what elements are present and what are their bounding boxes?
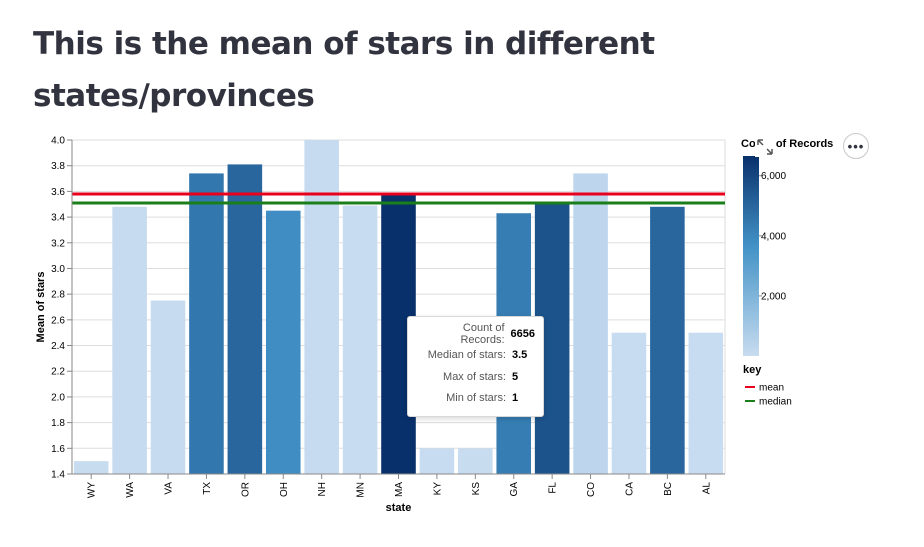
tooltip-key: Count of Records: — [460, 321, 505, 346]
color-legend-label: 6,000 — [761, 171, 786, 182]
color-legend-label: 2,000 — [761, 291, 786, 302]
x-tick-label: VA — [164, 482, 175, 495]
color-legend-label: 4,000 — [761, 231, 786, 242]
tooltip-value: 1 — [512, 392, 519, 405]
x-axis: WY WA VA TX OR OH NH MN MA KY KS GA FL CO CA BC AL — [72, 473, 725, 498]
bar-va — [150, 300, 186, 474]
bar-oh — [265, 210, 301, 474]
y-tick-label: 3.8 — [51, 161, 65, 172]
key-label-mean: mean — [759, 383, 784, 394]
y-tick-label: 2.2 — [51, 367, 65, 378]
bar-ky — [419, 448, 455, 474]
legend: Count of Records2,0004,0006,000keymeanme… — [741, 138, 833, 408]
y-tick-label: 3.2 — [51, 238, 65, 249]
y-tick-label: 1.6 — [51, 444, 65, 455]
x-tick-label: BC — [663, 482, 674, 496]
y-tick-label: 3.6 — [51, 187, 65, 198]
tooltip-key: Max of stars: — [443, 370, 506, 383]
color-legend-gradient — [743, 156, 759, 356]
y-tick-label: 2.4 — [51, 341, 65, 352]
x-tick-label: OR — [240, 482, 251, 497]
bar-or — [227, 164, 263, 474]
y-axis: 1.4 1.6 1.8 2.0 2.2 2.4 2.6 2.8 3.0 3.2 3.4 3.6 3.8 4… — [51, 136, 73, 481]
y-tick-label: 3.4 — [51, 213, 65, 224]
tooltip-key: Median of stars: — [427, 349, 506, 362]
y-tick-label: 2.0 — [51, 392, 65, 403]
tooltip-key: Min of stars: — [446, 392, 506, 405]
bar-tx — [189, 173, 224, 474]
bar-ks — [458, 448, 493, 474]
x-tick-label: CO — [586, 482, 597, 497]
tooltip-row-max: Max of stars: 5 — [416, 366, 535, 388]
x-tick-label: KY — [432, 482, 443, 496]
bar-bc — [650, 206, 685, 475]
key-legend-title: key — [743, 364, 762, 376]
x-tick-label: MA — [394, 482, 405, 497]
tooltip-row-count: Count of Records: 6656 — [416, 321, 535, 346]
bars — [73, 140, 724, 475]
x-tick-label: NH — [317, 482, 328, 496]
y-tick-label: 1.4 — [51, 470, 65, 481]
tooltip: Count of Records: 6656 Median of stars: … — [407, 316, 544, 417]
bar-mn — [342, 205, 378, 474]
y-axis-title: Mean of stars — [35, 272, 47, 343]
bar-co — [573, 173, 608, 474]
more-options-icon: ••• — [847, 138, 865, 154]
bar-nh — [304, 140, 339, 474]
y-tick-label: 2.8 — [51, 290, 65, 301]
reference-lines — [72, 192, 725, 205]
key-label-median: median — [759, 397, 792, 408]
x-tick-label: WY — [87, 482, 98, 498]
x-tick-label: AL — [701, 482, 712, 495]
bar-wa — [112, 206, 147, 475]
tooltip-value: 5 — [512, 370, 519, 383]
y-tick-label: 1.8 — [51, 418, 65, 429]
y-tick-label: 4.0 — [51, 136, 65, 147]
tooltip-value: 3.5 — [512, 349, 528, 362]
tooltip-row-median: Median of stars: 3.5 — [416, 345, 535, 367]
bar-wy — [73, 461, 109, 474]
expand-icon — [757, 139, 773, 155]
page-title: This is the mean of stars in different s… — [33, 26, 655, 114]
x-tick-label: MN — [356, 482, 367, 498]
x-tick-label: WA — [125, 482, 136, 498]
x-tick-label: KS — [471, 482, 482, 496]
more-options-button[interactable]: ••• — [843, 133, 869, 159]
bar-al — [688, 332, 724, 474]
x-tick-label: FL — [548, 482, 559, 494]
x-tick-label: TX — [202, 482, 213, 495]
bar-ca — [611, 332, 647, 474]
x-tick-label: GA — [509, 482, 520, 497]
y-tick-label: 2.6 — [51, 315, 65, 326]
expand-button[interactable] — [755, 137, 775, 157]
x-tick-label: CA — [624, 482, 635, 496]
y-tick-label: 3.0 — [51, 264, 65, 275]
x-tick-label: OH — [279, 482, 290, 497]
tooltip-value: 6656 — [510, 327, 535, 340]
x-axis-title: state — [386, 502, 412, 514]
tooltip-row-min: Min of stars: 1 — [416, 388, 535, 410]
